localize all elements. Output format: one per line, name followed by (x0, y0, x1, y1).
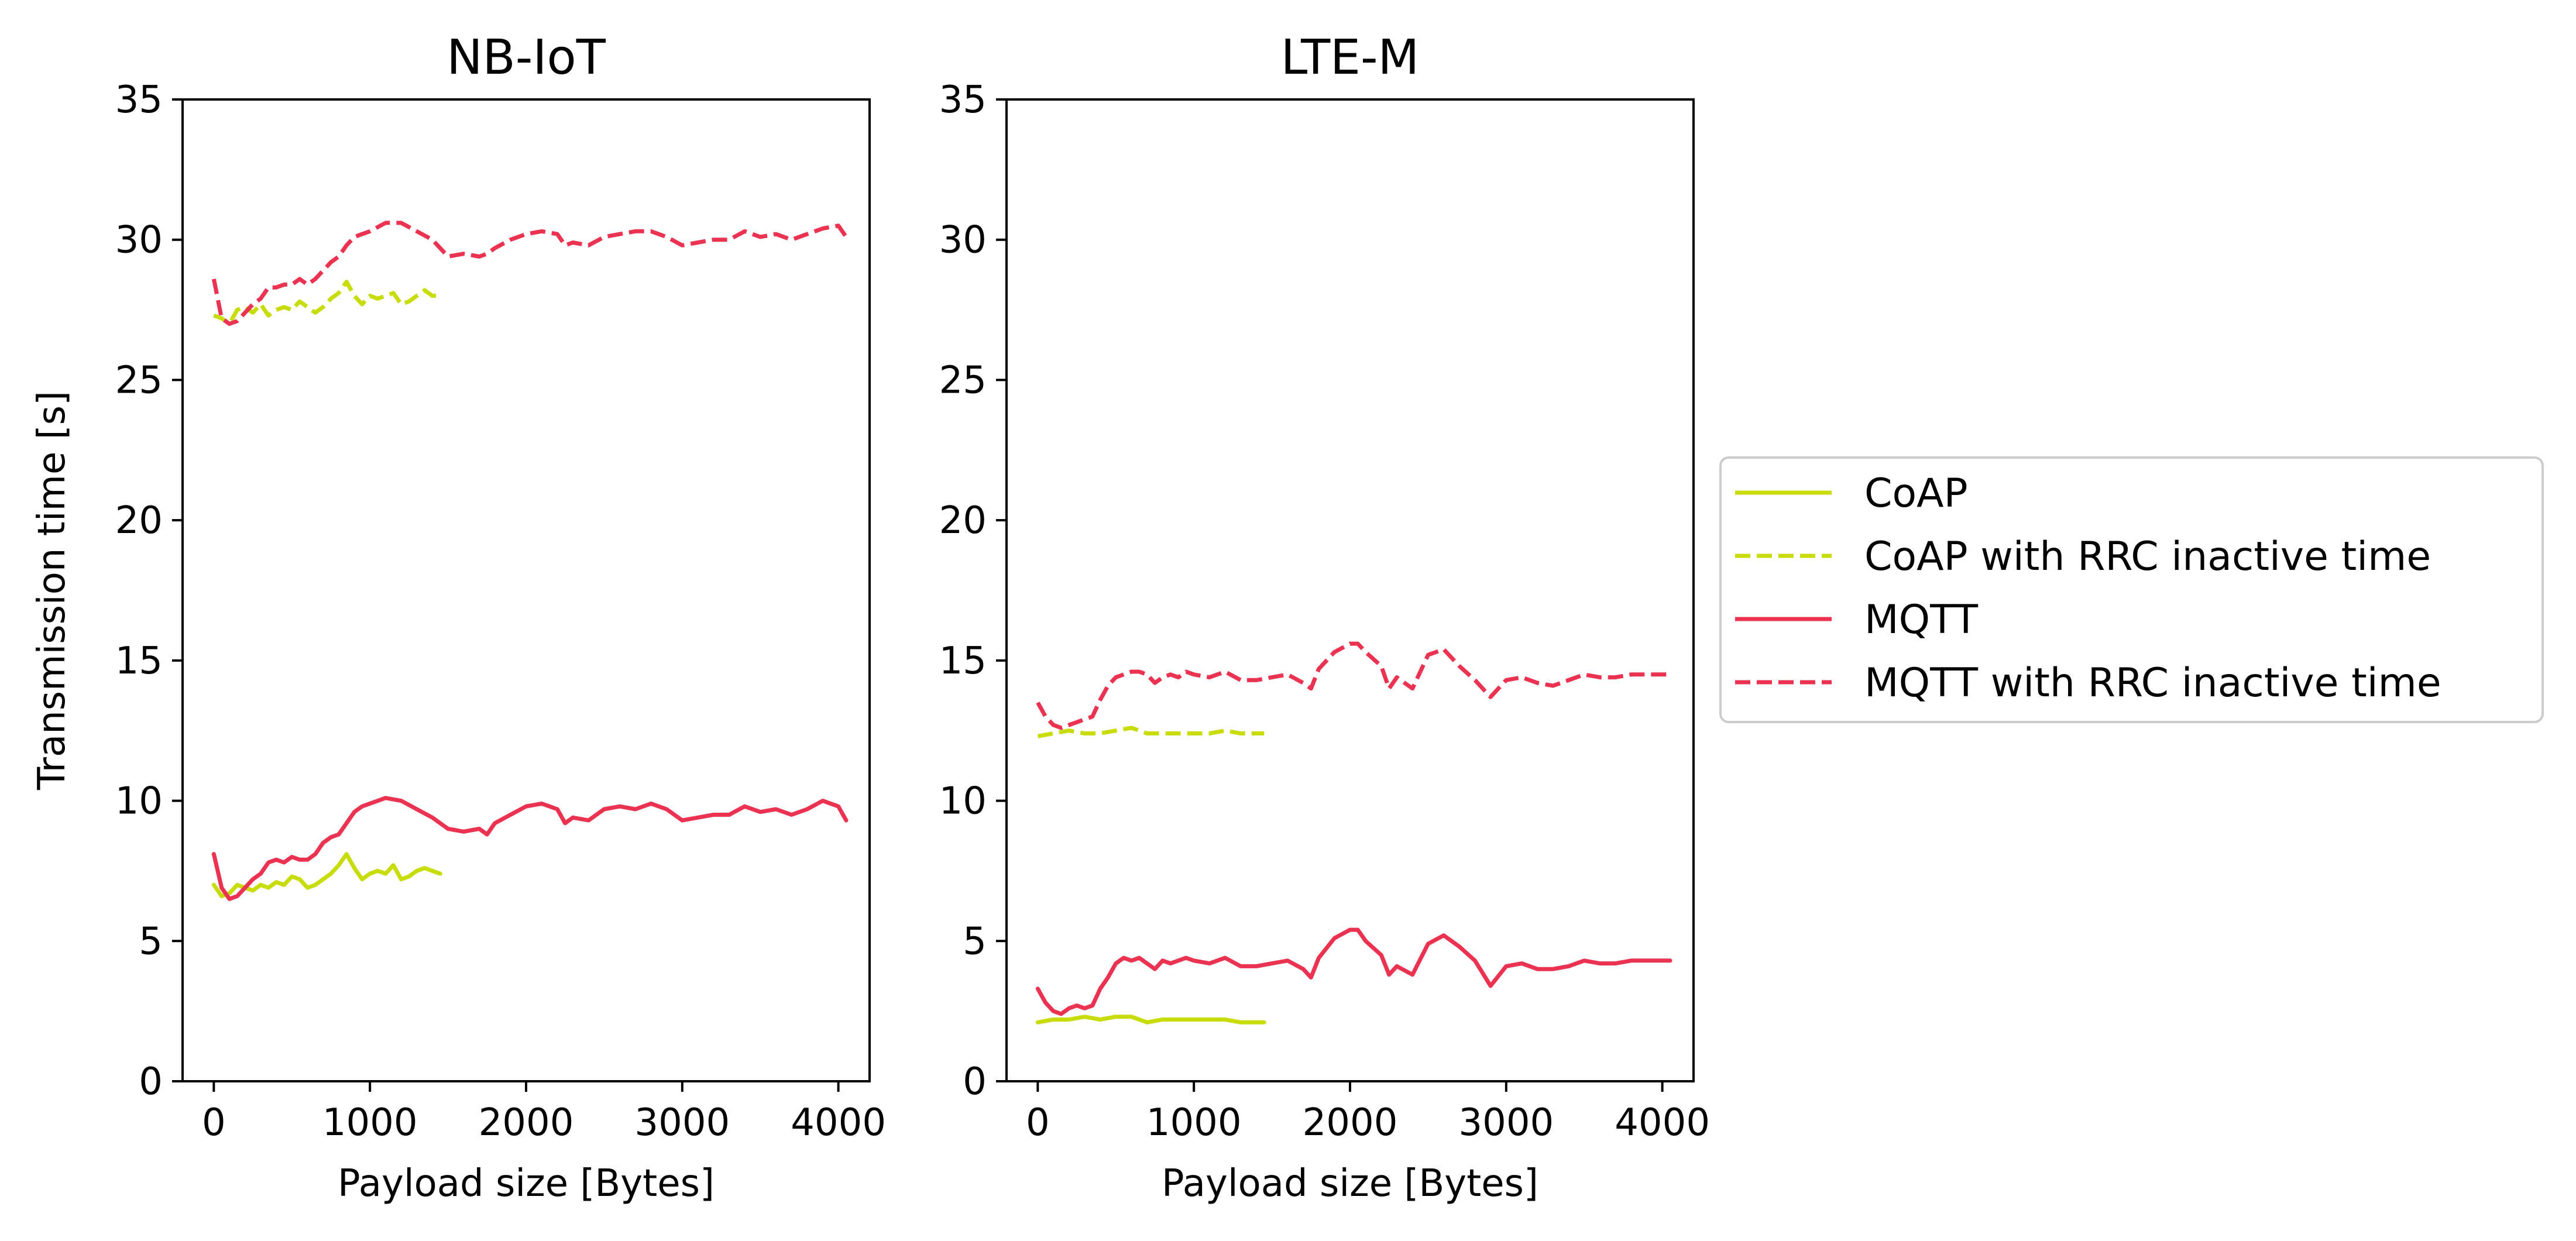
y-axis-label: Transmission time [s] (30, 391, 74, 790)
x-axis-label: Payload size [Bytes] (338, 1162, 715, 1205)
panel-title: NB-IoT (446, 30, 606, 85)
legend-label: CoAP with RRC inactive time (1864, 534, 2431, 580)
series-line-coap-with-rrc-inactive-time (213, 280, 441, 326)
y-tick-label: 5 (139, 920, 163, 963)
series-line-coap (211, 852, 442, 899)
y-tick-label: 5 (963, 920, 987, 963)
y-tick-label: 30 (115, 219, 163, 262)
series-line-coap (1035, 1015, 1266, 1025)
panel-1: 0 5 10 15 20 25 30 35 0 1000 2000 3000 4000 LTE-M Payl… (939, 30, 1711, 1205)
x-tick-label: 2000 (479, 1101, 574, 1144)
x-tick-label: 1000 (322, 1101, 418, 1144)
panel-0: 0 5 10 15 20 25 30 35 0 1000 2000 3000 4000 NB-IoT Pay… (115, 30, 887, 1205)
y-tick-label: 15 (115, 640, 163, 683)
x-tick-label: 4000 (791, 1101, 886, 1144)
x-tick-label: 0 (202, 1101, 226, 1144)
y-tick-label: 35 (939, 78, 987, 122)
x-tick-label: 3000 (1458, 1101, 1554, 1144)
y-tick-label: 25 (115, 359, 163, 402)
y-tick-label: 30 (939, 219, 987, 262)
legend-label: MQTT (1864, 597, 1979, 643)
series-line-mqtt (211, 796, 849, 901)
y-tick-label: 35 (115, 78, 163, 122)
x-tick-label: 4000 (1615, 1101, 1710, 1144)
y-tick-label: 0 (963, 1060, 987, 1104)
x-tick-label: 3000 (634, 1101, 730, 1144)
legend-label: CoAP (1864, 470, 1968, 517)
series-line-coap-with-rrc-inactive-time (1037, 726, 1265, 738)
x-tick-label: 1000 (1146, 1101, 1242, 1144)
legend: CoAP CoAP with RRC inactive time MQTT MQTT … (1719, 456, 2544, 723)
legend-label: MQTT with RRC inactive time (1864, 660, 2441, 706)
series-line-mqtt (1035, 927, 1672, 1016)
y-tick-label: 15 (939, 640, 987, 683)
y-tick-label: 25 (939, 359, 987, 402)
y-tick-label: 20 (939, 499, 987, 542)
series-line-mqtt-with-rrc-inactive-time (1036, 641, 1670, 730)
panel-title: LTE-M (1281, 30, 1420, 85)
y-tick-label: 0 (139, 1060, 163, 1104)
axes-frame (181, 98, 871, 1082)
legend-box (1719, 456, 2544, 723)
y-tick-label: 20 (115, 499, 163, 542)
axes-frame (1005, 98, 1695, 1082)
y-tick-label: 10 (115, 780, 163, 823)
x-tick-label: 0 (1026, 1101, 1050, 1144)
y-tick-label: 10 (939, 780, 987, 823)
series-line-mqtt-with-rrc-inactive-time (211, 221, 848, 326)
x-tick-label: 2000 (1303, 1101, 1398, 1144)
x-axis-label: Payload size [Bytes] (1162, 1162, 1538, 1205)
